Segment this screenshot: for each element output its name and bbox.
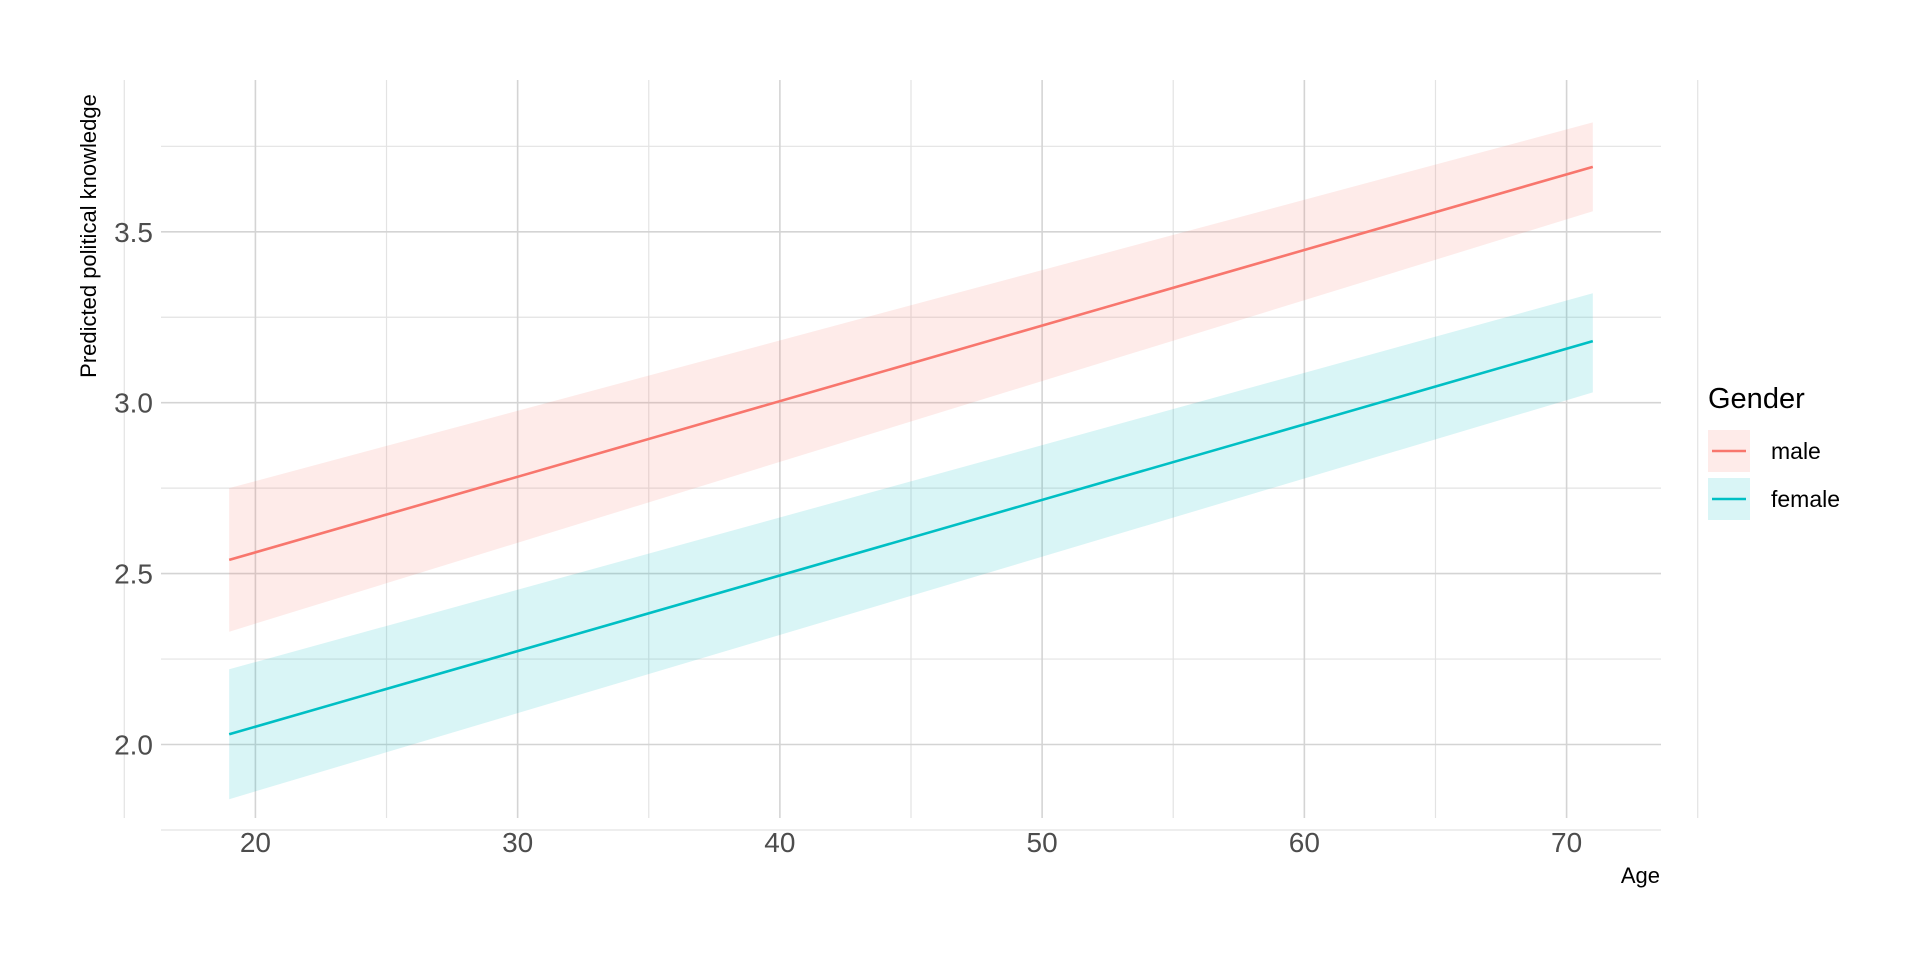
legend: Gender male female — [1708, 383, 1840, 520]
y-tick-label: 2.5 — [114, 559, 153, 590]
series-lines — [228, 165, 1594, 736]
x-tick-label: 60 — [1289, 827, 1320, 858]
y-tick-label: 3.5 — [114, 217, 153, 248]
x-tick-label: 30 — [502, 827, 533, 858]
confidence-ribbons — [229, 122, 1593, 800]
y-tick-label: 3.0 — [114, 388, 153, 419]
x-tick-label: 40 — [764, 827, 795, 858]
grid — [123, 80, 1699, 831]
y-axis-title: Predicted political knowledge — [76, 94, 101, 378]
x-tick-label: 20 — [240, 827, 271, 858]
x-tick-label: 50 — [1027, 827, 1058, 858]
x-axis-ticks: 20 30 40 50 60 70 — [240, 827, 1582, 858]
legend-title: Gender — [1708, 383, 1805, 415]
y-tick-label: 2.0 — [114, 730, 153, 761]
x-tick-label: 70 — [1551, 827, 1582, 858]
ribbon-female — [229, 293, 1593, 800]
y-axis-ticks: 2.0 2.5 3.0 3.5 — [114, 217, 153, 761]
legend-label-male: male — [1771, 438, 1821, 464]
ribbon-male — [229, 122, 1593, 632]
line-male — [228, 165, 1594, 562]
legend-label-female: female — [1771, 486, 1840, 512]
x-axis-title: Age — [1621, 863, 1660, 888]
line-female — [228, 339, 1594, 736]
